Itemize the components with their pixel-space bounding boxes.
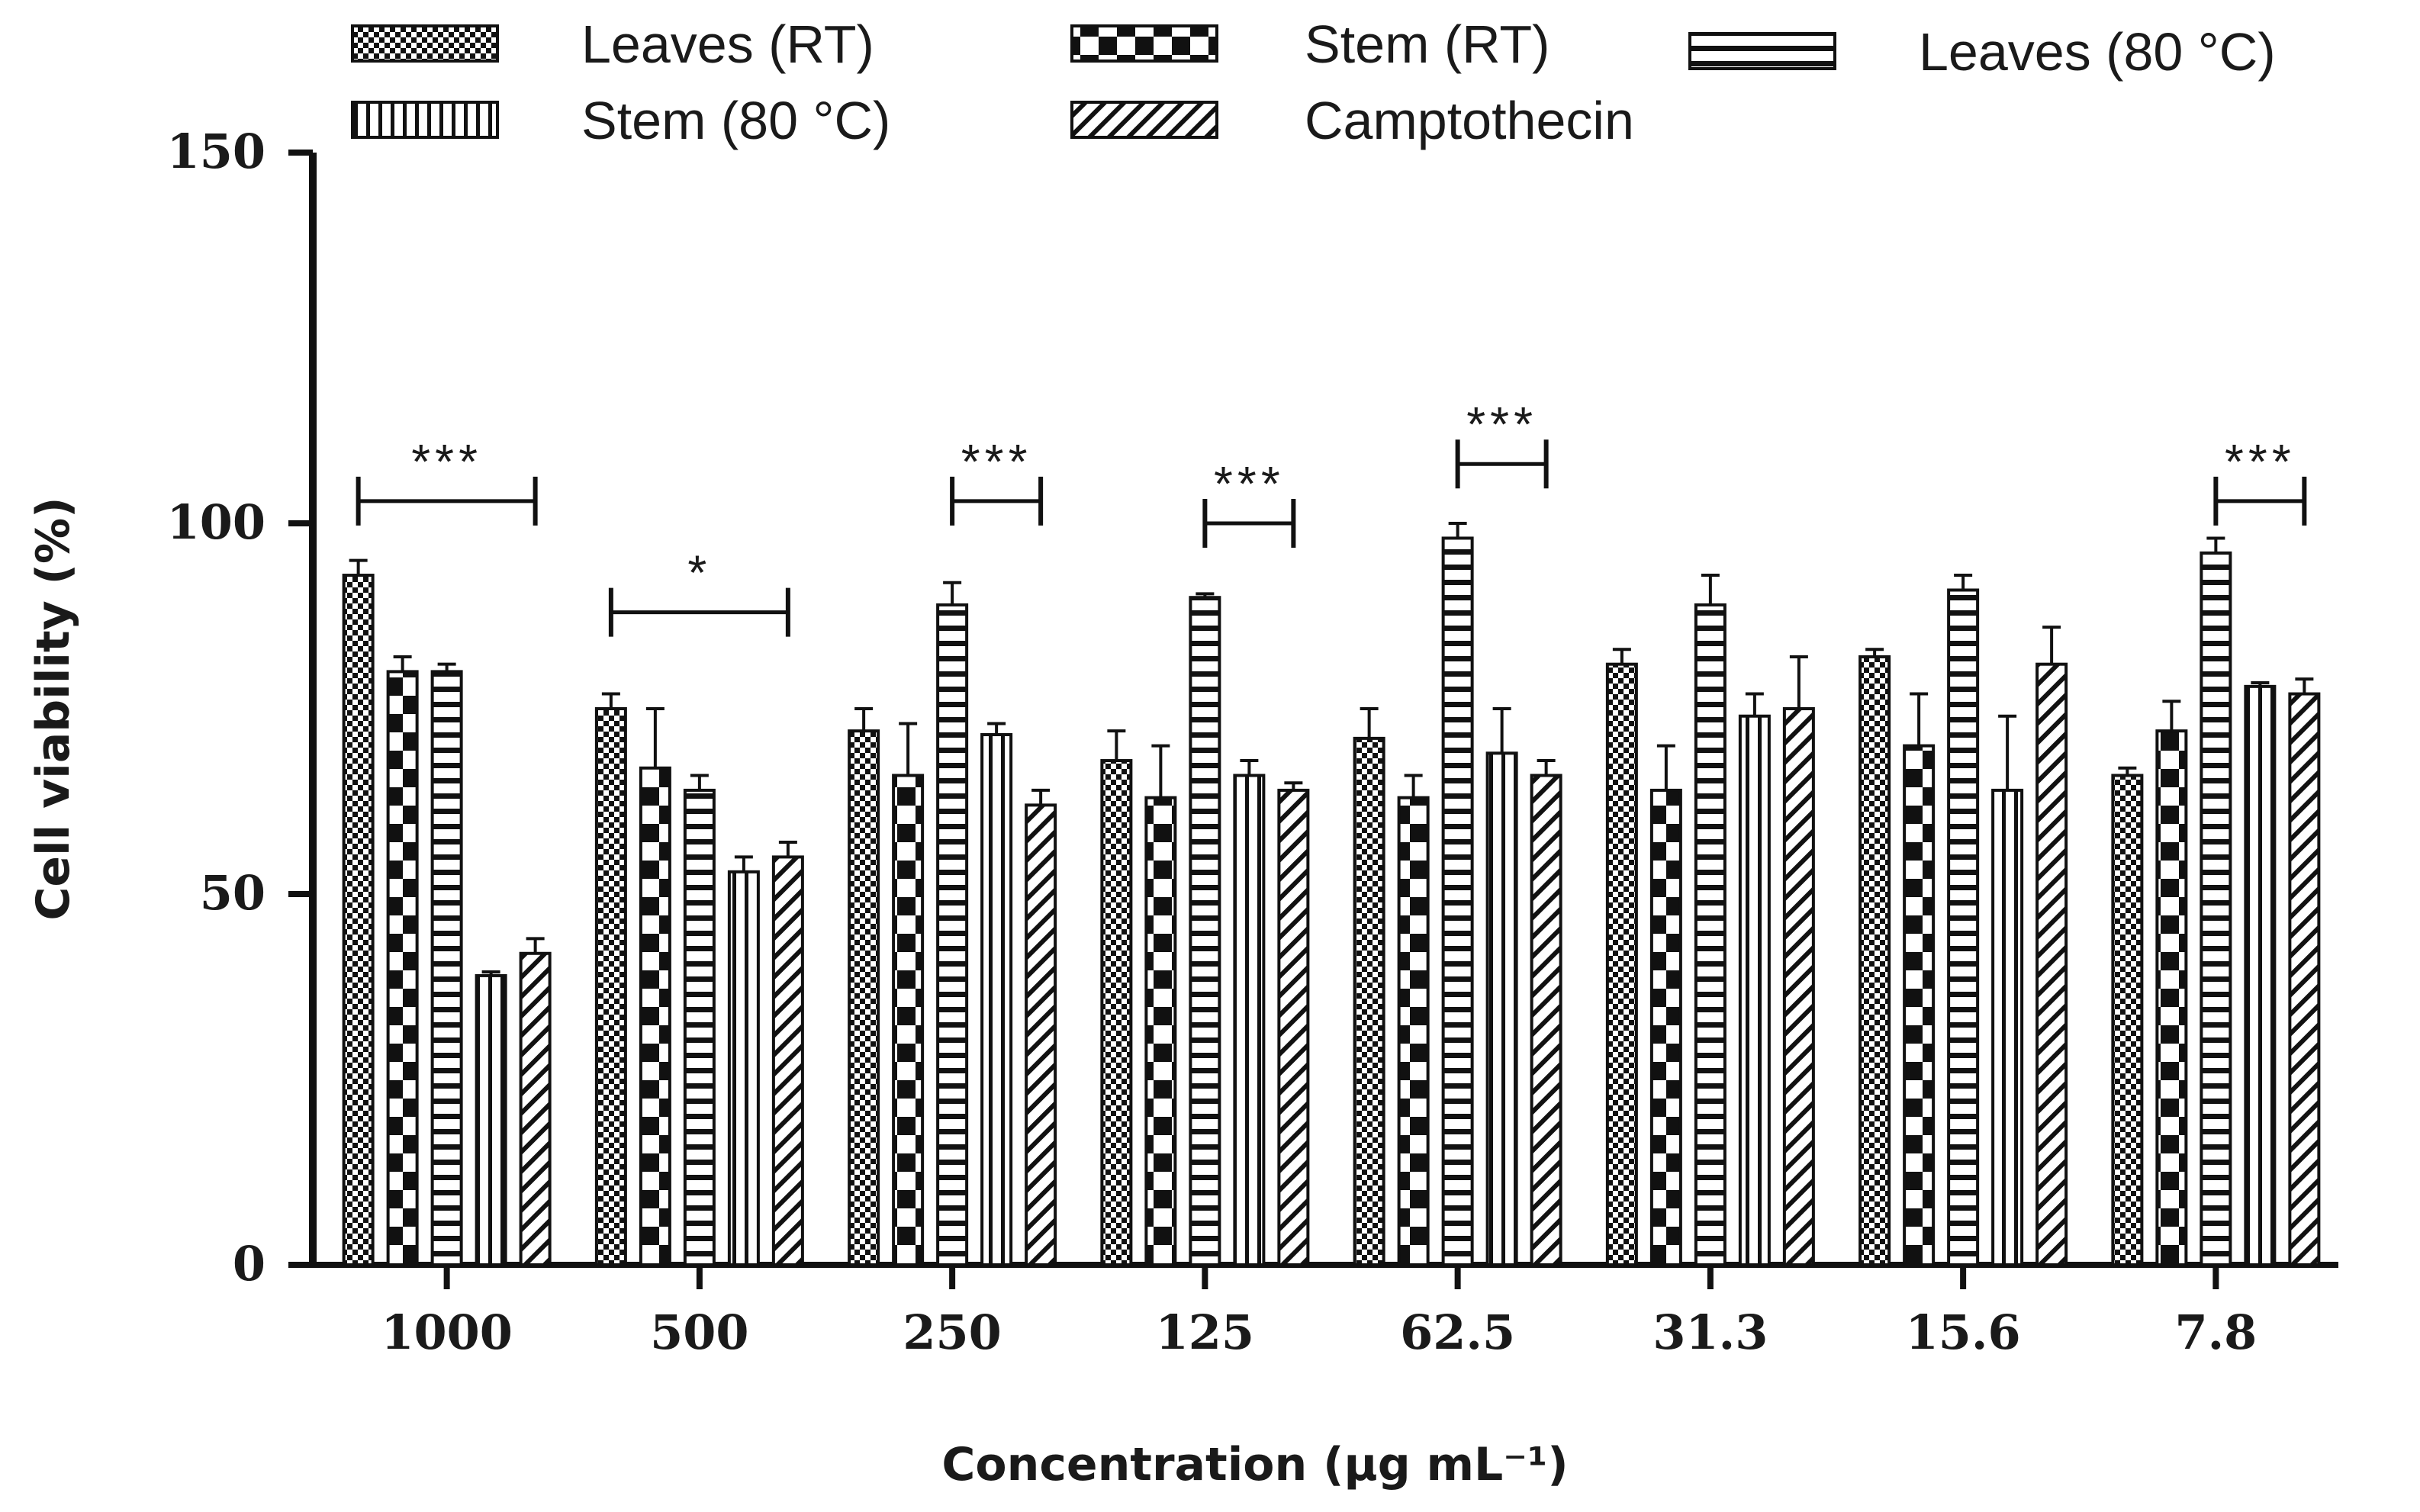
bar [1858, 655, 1891, 1266]
bar [1025, 803, 1057, 1266]
bar [1189, 596, 1221, 1266]
significance-bracket: *** [1202, 456, 1296, 548]
bar [771, 855, 804, 1266]
bar [1991, 788, 2024, 1267]
significance-label: *** [1214, 456, 1285, 511]
y-axis-title: Cell viability (%) [27, 497, 80, 920]
legend-label: Leaves (RT) [581, 14, 874, 74]
bar [1144, 796, 1177, 1266]
bar [936, 603, 969, 1266]
bar [430, 670, 463, 1266]
legend-item: Leaves (80 °C) [1688, 22, 2276, 82]
significance-label: * [687, 545, 711, 600]
bar [1100, 759, 1133, 1266]
significance-label: *** [961, 434, 1032, 489]
bar [1353, 736, 1385, 1266]
y-ticks: 0 50 100 150 [167, 124, 313, 1292]
x-tick-label: 62.5 [1400, 1305, 1515, 1360]
legend: Leaves (RT) Stem (RT) Leaves (80 °C) Stem (… [351, 14, 2276, 150]
legend-label: Leaves (80 °C) [1919, 22, 2276, 82]
x-tick-label: 125 [1156, 1305, 1254, 1360]
bar [1605, 662, 1638, 1266]
x-ticks: 1000 500 250 125 62.5 31.3 15.6 7.8 [381, 1265, 2257, 1360]
bar [848, 729, 880, 1266]
legend-label: Stem (RT) [1305, 14, 1550, 74]
bar [2200, 551, 2232, 1266]
bar [1947, 588, 1980, 1266]
legend-swatch [351, 24, 499, 63]
bar [892, 774, 925, 1266]
bar [2288, 692, 2321, 1266]
significance-bracket: *** [356, 434, 538, 526]
y-tick-label: 50 [200, 865, 265, 921]
x-axis-title: Concentration (μg mL⁻¹) [941, 1438, 1568, 1491]
significance-bracket: *** [1455, 397, 1549, 489]
bar [1738, 714, 1771, 1266]
significance-label: *** [411, 434, 482, 489]
bar [1485, 751, 1518, 1266]
bar [594, 707, 627, 1266]
legend-swatch [351, 101, 499, 139]
x-tick-label: 31.3 [1652, 1305, 1768, 1360]
bar [1233, 774, 1266, 1266]
y-tick-label: 150 [167, 124, 265, 179]
bar [683, 788, 716, 1267]
legend-label: Stem (80 °C) [581, 91, 890, 150]
legend-label: Camptothecin [1305, 91, 1634, 150]
legend-swatch [1688, 32, 1836, 70]
bar [1277, 788, 1310, 1267]
bar [980, 733, 1013, 1266]
bar [386, 670, 419, 1266]
significance-label: *** [1466, 397, 1537, 452]
legend-item: Camptothecin [1070, 91, 1634, 150]
significance-bracket: * [608, 545, 790, 637]
bar [1397, 796, 1430, 1266]
x-tick-label: 15.6 [1906, 1305, 2021, 1360]
bar [2111, 774, 2144, 1266]
bar [342, 574, 375, 1266]
bars [342, 536, 2321, 1267]
y-tick-label: 100 [167, 494, 265, 550]
bar [475, 973, 507, 1267]
legend-swatch [1070, 101, 1218, 139]
bar [639, 766, 671, 1266]
bar [2155, 729, 2188, 1266]
bar [519, 951, 552, 1266]
bar [1694, 603, 1727, 1266]
legend-swatch [1070, 24, 1218, 63]
legend-item: Leaves (RT) [351, 14, 874, 74]
x-tick-label: 250 [903, 1305, 1001, 1360]
legend-item: Stem (80 °C) [351, 91, 890, 150]
bar [1649, 788, 1682, 1267]
bar [2035, 662, 2068, 1266]
significance-label: *** [2225, 434, 2296, 489]
significance-bracket: *** [2213, 434, 2307, 526]
bar [1530, 774, 1562, 1266]
bar [2244, 684, 2277, 1266]
x-tick-label: 7.8 [2174, 1305, 2257, 1360]
x-tick-label: 500 [650, 1305, 748, 1360]
significance-brackets: ******* ********* [356, 397, 2307, 637]
bar [1903, 744, 1936, 1266]
bar [1441, 536, 1474, 1266]
bar [727, 870, 760, 1266]
legend-item: Stem (RT) [1070, 14, 1550, 74]
bar [1782, 707, 1815, 1266]
y-tick-label: 0 [233, 1236, 265, 1292]
x-tick-label: 1000 [381, 1305, 513, 1360]
error-bars [349, 522, 2314, 976]
significance-bracket: *** [950, 434, 1044, 526]
